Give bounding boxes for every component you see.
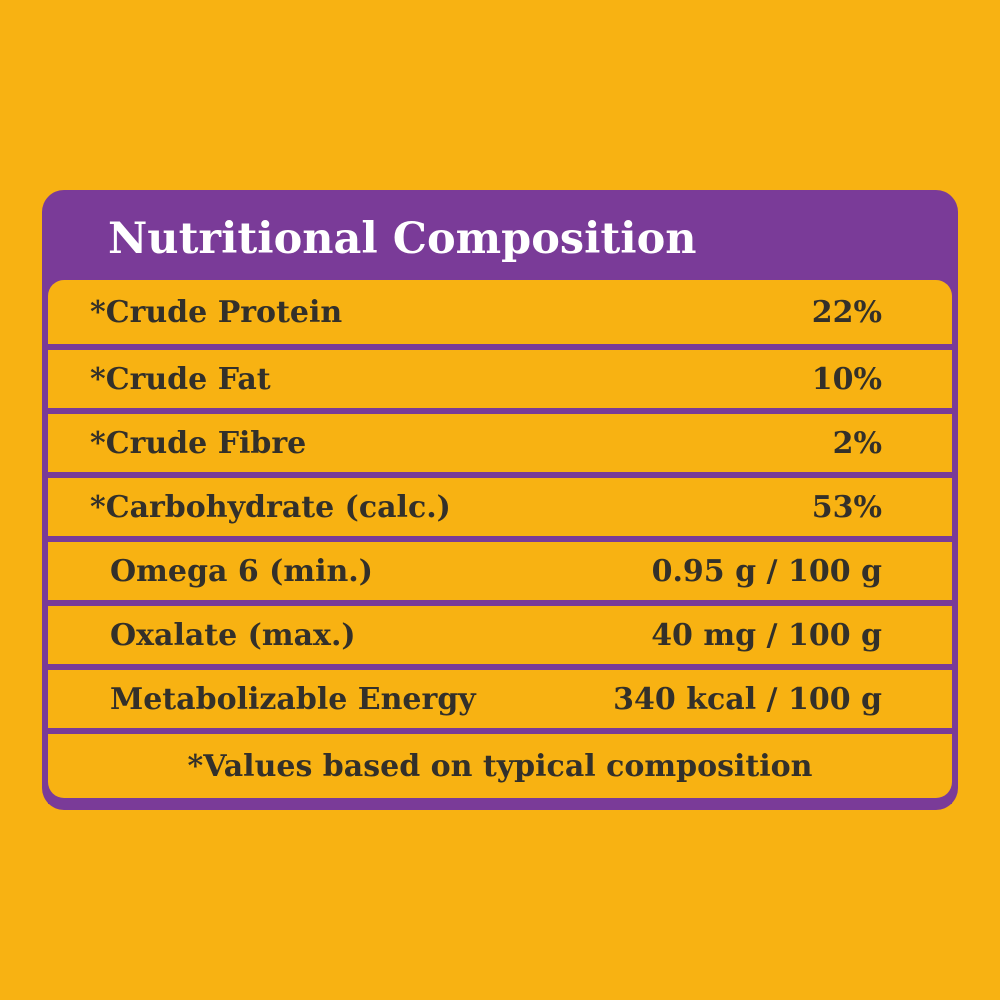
table-footnote-row: *Values based on typical composition: [48, 734, 952, 798]
table-row-crude-fat: *Crude Fat 10%: [48, 350, 952, 408]
row-value: 53%: [811, 489, 882, 525]
panel-title: Nutritional Composition: [108, 214, 697, 264]
table-row-carbohydrate: *Carbohydrate (calc.) 53%: [48, 478, 952, 536]
nutrition-panel: Nutritional Composition *Crude Protein 2…: [42, 190, 958, 810]
row-label: Omega 6 (min.): [110, 553, 373, 589]
row-label: *Crude Fibre: [90, 425, 307, 461]
row-label: Oxalate (max.): [110, 617, 356, 653]
footnote-text: *Values based on typical composition: [187, 748, 813, 784]
row-value: 22%: [811, 294, 882, 330]
table-row-crude-fibre: *Crude Fibre 2%: [48, 414, 952, 472]
row-label: Metabolizable Energy: [110, 681, 476, 717]
table-row-omega-6: Omega 6 (min.) 0.95 g / 100 g: [48, 542, 952, 600]
row-value: 10%: [811, 361, 882, 397]
table-row-oxalate: Oxalate (max.) 40 mg / 100 g: [48, 606, 952, 664]
row-label: *Crude Fat: [90, 361, 271, 397]
table-row-crude-protein: *Crude Protein 22%: [48, 280, 952, 344]
nutrition-table: *Crude Protein 22% *Crude Fat 10% *Crude…: [48, 280, 952, 804]
row-label: *Crude Protein: [90, 294, 343, 330]
row-value: 340 kcal / 100 g: [613, 681, 882, 717]
row-value: 0.95 g / 100 g: [651, 553, 882, 589]
row-label: *Carbohydrate (calc.): [90, 489, 451, 525]
row-value: 2%: [832, 425, 882, 461]
table-row-metabolizable-energy: Metabolizable Energy 340 kcal / 100 g: [48, 670, 952, 728]
row-value: 40 mg / 100 g: [651, 617, 882, 653]
